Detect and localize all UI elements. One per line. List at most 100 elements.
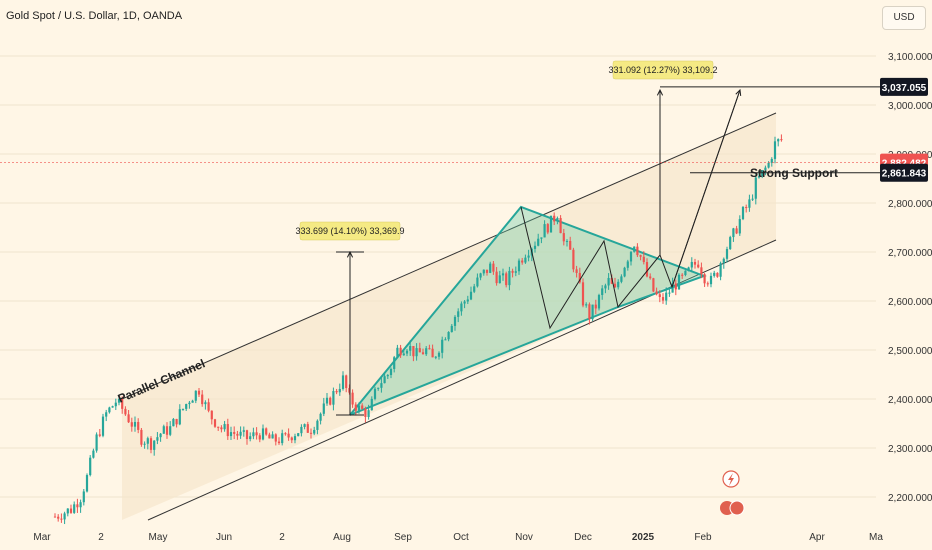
candle-body [617,281,620,288]
candle-body [700,267,703,275]
candle-body [655,291,658,295]
candle-body [89,457,92,476]
candle-body [687,267,690,271]
candle-body [604,285,607,289]
flag-icon-2 [729,500,745,516]
candle-body [722,258,725,264]
x-tick-label: Feb [694,532,712,543]
candle-body [101,416,105,436]
candle-body [370,398,373,411]
candle-body [175,418,178,425]
candle-body [188,402,191,405]
candle-body [476,277,479,287]
candle-body [636,246,639,256]
candle-body [629,251,633,262]
x-tick-label: 2 [279,532,285,543]
candle-body [501,273,505,276]
candle-body [85,475,89,492]
candle-body [319,413,322,421]
projection-arrow [671,89,741,288]
candle-body [553,215,556,222]
candle-body [69,508,73,513]
candle-body [447,332,450,340]
candle-body [249,436,252,440]
candle-body [290,437,293,441]
candle-body [658,294,661,298]
y-tick-label: 2,700.000 [888,248,932,259]
candle-body [668,292,671,294]
candle-body [777,139,780,142]
candle-body [207,402,210,411]
candle-body [543,224,546,238]
candle-body [453,316,457,326]
candle-body [361,405,364,409]
candle-body [181,408,185,410]
candle-body [773,141,777,159]
candle-body [684,270,687,276]
candle-body [281,433,284,444]
candle-body [146,438,149,444]
candle-body [473,286,476,292]
candle-body [469,291,473,300]
candle-body [645,262,649,277]
candle-body [562,233,565,242]
candle-body [537,238,540,246]
candle-body [204,402,207,405]
candle-body [626,261,629,268]
candle-body [428,348,431,350]
candle-body [725,249,729,259]
candle-body [540,237,543,239]
candle-body [303,424,306,427]
candle-body [620,276,623,282]
candle-body [460,303,463,312]
candle-body [357,405,361,411]
candle-body [143,443,146,445]
candle-body [242,430,245,432]
candle-body [671,283,674,293]
candle-body [105,412,108,417]
currency-button[interactable]: USD [882,6,926,30]
candle-body [348,388,351,393]
candle-body [597,294,601,309]
candle-body [98,434,101,436]
candle-body [697,264,700,268]
candle-body [300,426,303,434]
candle-body [677,274,681,290]
candle-body [741,207,745,220]
candle-body [585,304,588,306]
candle-body [95,434,98,451]
candle-body [121,398,124,409]
x-tick-label: Jun [216,532,232,543]
candle-body [575,269,578,273]
candle-body [524,257,527,263]
candle-body [527,255,530,258]
channel-lower-line [147,239,777,521]
candle-body [569,240,572,250]
candle-body [213,419,217,427]
candle-body [732,228,735,238]
candle-body [386,375,389,377]
x-tick-label: Aug [333,532,351,543]
candle-body [729,237,732,250]
candle-body [485,269,489,273]
candle-body [322,403,325,414]
candle-body [703,274,706,284]
support-label: Strong Support [750,166,838,180]
candle-body [354,404,357,411]
candle-body [162,426,165,434]
candle-body [255,432,258,436]
price-axis: 3,100.0003,000.0002,900.0002,800.0002,70… [888,52,932,504]
candle-body [277,441,281,444]
candle-body [191,400,194,403]
candle-body [66,508,69,514]
price-badge [880,163,928,182]
candle-body [572,249,575,270]
candle-body [127,414,130,423]
x-tick-label: Ma [869,532,883,543]
candle-body [514,271,517,273]
measure-label-2-box [612,60,714,80]
candle-body [425,348,428,355]
candle-body [588,304,591,320]
candle-body [92,450,95,458]
x-tick-label: Sep [394,532,412,543]
